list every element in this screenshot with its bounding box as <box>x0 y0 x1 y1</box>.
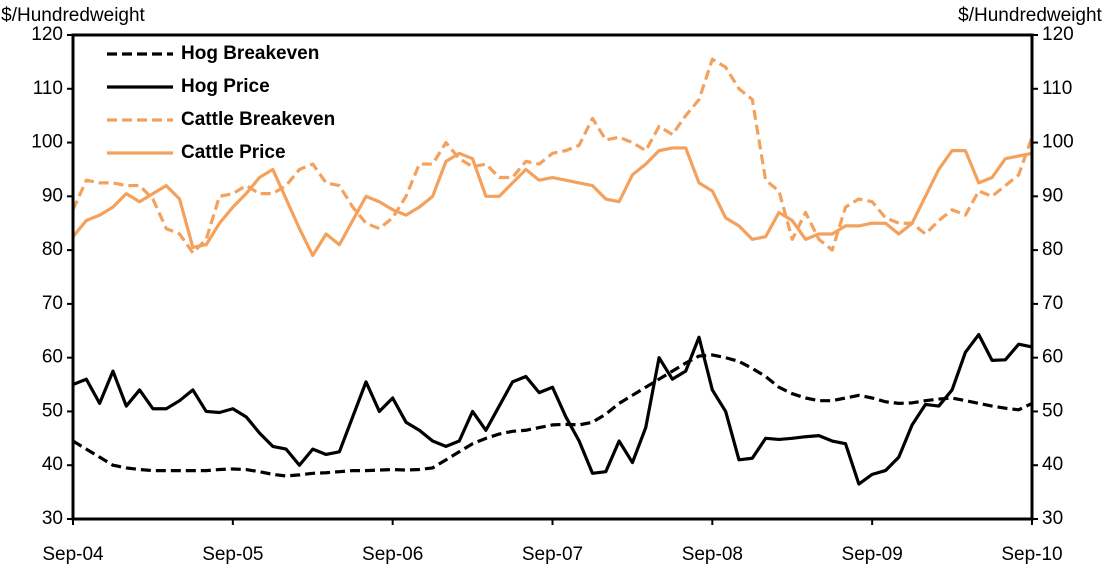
y-tick-label: 70 <box>42 293 63 314</box>
legend-label: Cattle Price <box>181 142 286 163</box>
plot-frame <box>71 33 1034 521</box>
x-tick-label: Sep-08 <box>682 544 743 565</box>
y-tick-label: 80 <box>42 239 63 260</box>
y2-tick-label: 40 <box>1042 454 1063 475</box>
series-line <box>71 146 1033 258</box>
y2-tick-label: 120 <box>1042 24 1074 45</box>
y-tick-label: 60 <box>42 347 63 368</box>
y2-axis-label: $/Hundredweight <box>958 5 1102 26</box>
y2-tick-label: 50 <box>1042 400 1063 421</box>
y-tick-label: 50 <box>42 400 63 421</box>
y-tick-label: 120 <box>31 24 63 45</box>
y2-tick-label: 90 <box>1042 185 1063 206</box>
x-tick-label: Sep-07 <box>522 544 583 565</box>
legend-label: Cattle Breakeven <box>181 109 335 130</box>
y2-tick-label: 80 <box>1042 239 1063 260</box>
y-tick-label: 90 <box>42 185 63 206</box>
y-axis-label: $/Hundredweight <box>1 5 145 26</box>
y-tick-label: 110 <box>33 78 63 99</box>
series-line <box>72 353 1033 478</box>
y-tick-label: 40 <box>42 454 63 475</box>
x-tick-label: Sep-04 <box>42 544 104 565</box>
x-tick-label: Sep-06 <box>362 544 423 565</box>
y2-tick-label: 70 <box>1042 293 1063 314</box>
x-tick-label: Sep-05 <box>202 544 263 565</box>
legend-label: Hog Breakeven <box>181 43 319 64</box>
y-tick-label: 30 <box>42 508 63 529</box>
y2-tick-label: 60 <box>1042 347 1063 368</box>
legend-label: Hog Price <box>181 76 270 97</box>
y2-tick-label: 100 <box>1042 132 1074 153</box>
series-line <box>72 332 1033 486</box>
y-tick-label: 100 <box>31 132 63 153</box>
x-tick-label: Sep-09 <box>842 544 903 565</box>
x-tick-label: Sep-10 <box>1001 544 1062 565</box>
y2-tick-label: 110 <box>1042 78 1072 99</box>
y2-tick-label: 30 <box>1042 508 1063 529</box>
series-line <box>71 57 1034 255</box>
